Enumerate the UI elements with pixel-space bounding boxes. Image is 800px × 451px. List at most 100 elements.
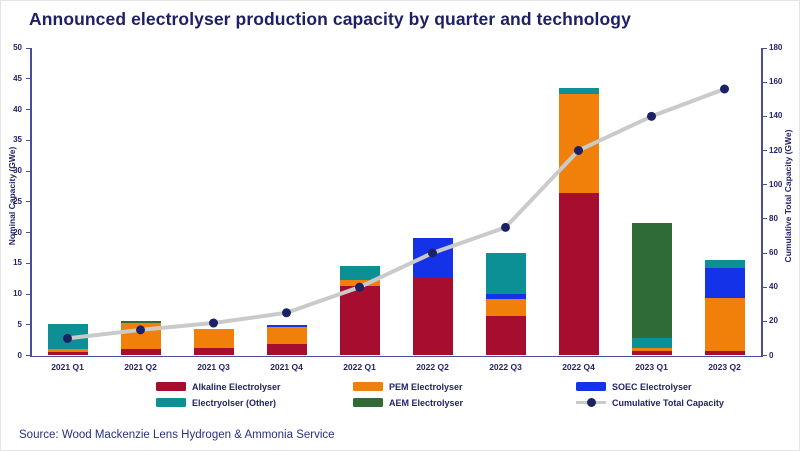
legend-swatch-other — [156, 398, 186, 407]
cumulative-line — [67, 87, 726, 341]
left-axis-tick-label: 15 — [13, 258, 22, 268]
left-axis-tick — [26, 78, 30, 80]
legend-swatch-alkaline — [156, 382, 186, 391]
bar-segment — [266, 324, 307, 328]
bar-segment — [704, 260, 745, 269]
right-axis-tick — [762, 286, 767, 288]
bar-segment — [412, 238, 453, 277]
legend-label: AEM Electrolyser — [389, 398, 464, 408]
left-axis-tick — [26, 139, 30, 141]
bar-segment — [339, 266, 380, 281]
left-axis-tick-label: 50 — [13, 43, 22, 52]
legend-swatch-pem — [353, 382, 383, 391]
right-axis-tick-label: 40 — [769, 282, 778, 292]
left-axis-tick — [26, 293, 30, 295]
bar-segment — [339, 286, 380, 356]
left-axis-tick-label: 20 — [13, 227, 22, 237]
bar-segment — [266, 344, 307, 356]
right-axis-tick-label: 20 — [769, 316, 778, 326]
right-axis-tick-label: 0 — [769, 350, 774, 360]
cumulative-line-marker — [501, 222, 510, 232]
legend-swatch-soec — [576, 382, 606, 391]
right-axis-tick — [762, 47, 767, 49]
right-axis-tick — [762, 184, 767, 186]
bar-segment — [47, 324, 88, 350]
left-axis-tick — [26, 355, 30, 356]
x-axis-category-label: 2022 Q3 — [489, 362, 522, 372]
left-axis-tick — [26, 324, 30, 326]
right-axis-tick-label: 120 — [769, 145, 783, 155]
legend-label: SOEC Electrolyser — [612, 382, 692, 392]
bar-segment — [412, 276, 453, 356]
left-axis-tick-label: 40 — [13, 104, 22, 114]
left-axis-tick — [26, 262, 30, 264]
bar-segment — [47, 352, 88, 356]
bar-segment — [558, 192, 599, 356]
x-axis-category-label: 2022 Q4 — [562, 362, 595, 372]
x-axis-category-label: 2022 Q2 — [416, 362, 449, 372]
cumulative-line-marker — [647, 111, 656, 121]
bar-segment — [558, 94, 599, 193]
x-axis-category-label: 2021 Q2 — [124, 362, 157, 372]
bar-segment — [704, 268, 745, 298]
left-axis-tick-label: 0 — [17, 350, 22, 360]
right-axis-tick — [762, 355, 767, 356]
x-axis-category-label: 2023 Q2 — [708, 362, 741, 372]
bar-segment — [120, 348, 161, 356]
bar-segment — [485, 253, 526, 294]
right-axis-tick-label: 140 — [769, 111, 783, 121]
right-axis-tick-label: 60 — [769, 248, 778, 257]
right-axis-tick-label: 80 — [769, 213, 778, 223]
right-axis-tick — [762, 218, 767, 220]
bar-segment — [120, 322, 161, 349]
legend-marker-swatch — [587, 398, 596, 407]
bar-segment — [266, 327, 307, 345]
left-axis-tick — [26, 47, 30, 49]
bar-segment — [704, 351, 745, 356]
cumulative-line-marker — [209, 318, 218, 328]
legend-label: Cumulative Total Capacity — [612, 398, 724, 408]
x-axis-category-label: 2021 Q4 — [270, 362, 303, 372]
legend-label: Electryolser (Other) — [192, 398, 277, 408]
x-axis-line — [30, 355, 763, 357]
left-axis-tick — [26, 232, 30, 233]
left-axis-tick-label: 5 — [17, 319, 22, 329]
bar-segment — [485, 298, 526, 317]
bar-segment — [631, 351, 672, 356]
bar-segment — [631, 338, 672, 349]
bar-segment — [704, 297, 745, 352]
left-axis-tick-label: 25 — [13, 196, 22, 206]
right-axis-tick — [762, 320, 767, 322]
right-axis-line — [761, 48, 763, 356]
right-axis-tick-label: 160 — [769, 77, 783, 87]
bar-segment — [485, 294, 526, 299]
right-axis-title: Cumulative Total Capacity (GWe) — [783, 129, 793, 263]
legend-swatch-aem — [353, 398, 383, 407]
legend-label: PEM Electrolyser — [389, 382, 463, 392]
left-axis-line — [30, 48, 32, 356]
chart-title: Announced electrolyser production capaci… — [29, 9, 631, 29]
left-axis-tick-label: 45 — [13, 73, 22, 83]
left-axis-tick — [26, 109, 30, 110]
bar-segment — [193, 348, 234, 356]
left-axis-tick-label: 10 — [13, 289, 22, 298]
bar-segment — [120, 321, 161, 323]
bar-segment — [558, 87, 599, 95]
right-axis-tick-label: 100 — [769, 179, 783, 189]
x-axis-category-label: 2021 Q1 — [51, 362, 84, 372]
right-axis-tick-label: 180 — [769, 43, 783, 52]
left-axis-tick-label: 30 — [13, 166, 22, 175]
bar-segment — [631, 223, 672, 339]
right-axis-tick — [762, 150, 767, 151]
left-axis-tick — [26, 201, 30, 203]
x-axis-category-label: 2022 Q1 — [343, 362, 376, 372]
cumulative-line-marker — [282, 308, 291, 318]
right-axis-tick — [762, 252, 767, 254]
right-axis-tick — [762, 81, 767, 83]
right-axis-tick — [762, 115, 767, 117]
bar-segment — [193, 329, 234, 349]
cumulative-line-marker — [720, 84, 729, 94]
source-text: Source: Wood Mackenzie Lens Hydrogen & A… — [19, 429, 335, 441]
bar-segment — [485, 316, 526, 356]
